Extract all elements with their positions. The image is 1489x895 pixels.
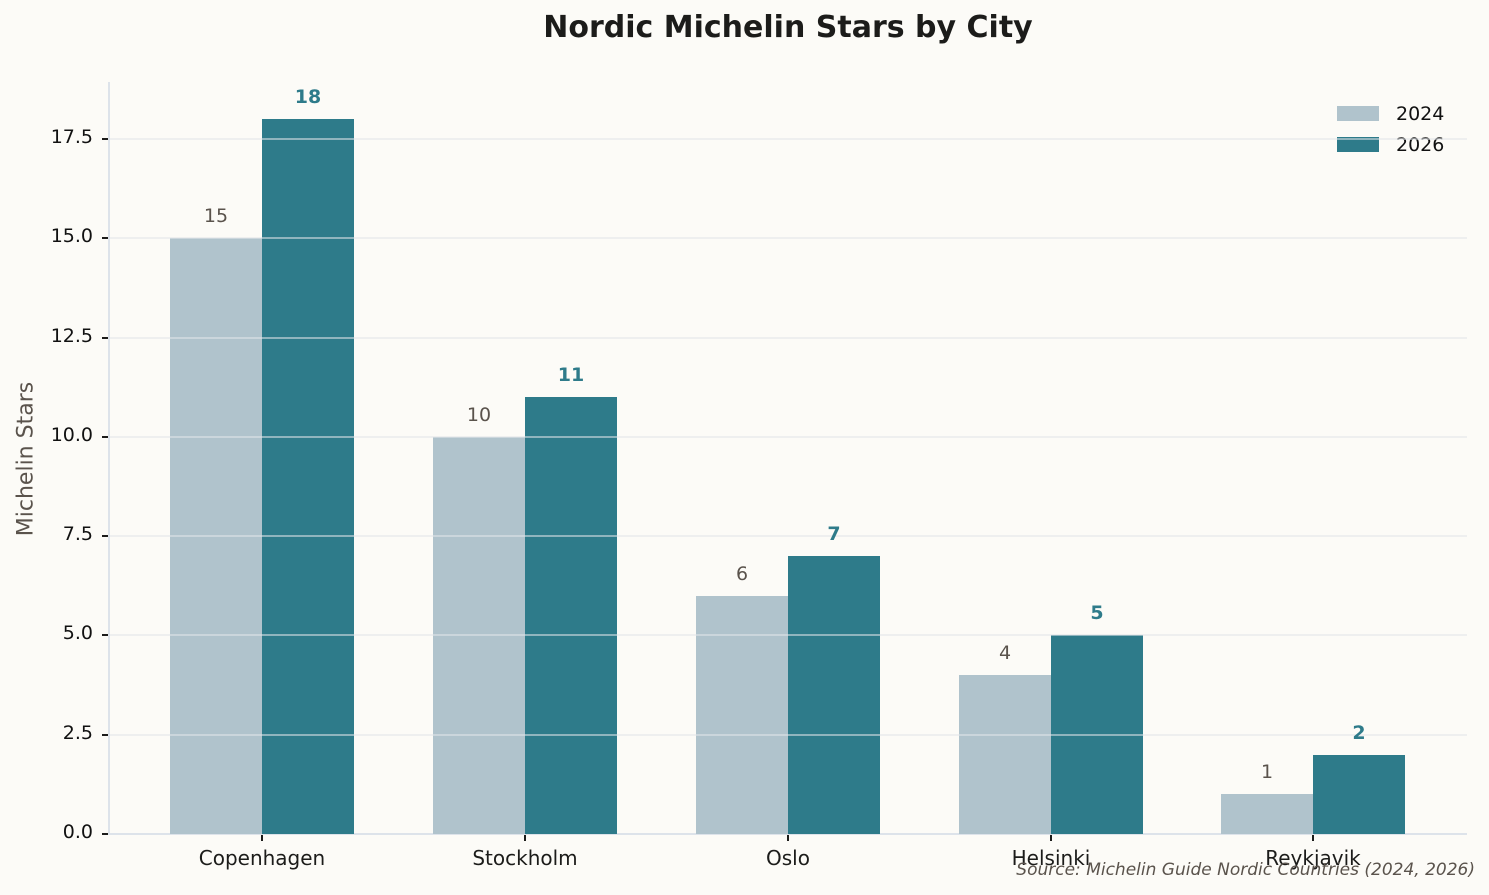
y-tick-mark (102, 336, 108, 339)
y-tick-label: 2.5 (62, 721, 93, 744)
x-tick-label: Copenhagen (198, 846, 326, 870)
legend: 2024 2026 (1337, 98, 1444, 160)
y-tick-mark (102, 535, 108, 538)
bar-copenhagen-2026 (262, 119, 354, 834)
bar-oslo-2024 (696, 595, 788, 834)
value-label: 11 (557, 364, 585, 387)
y-tick-mark (102, 634, 108, 637)
gridline (110, 138, 1467, 140)
value-label: 2 (1352, 721, 1366, 744)
y-tick-label: 12.5 (50, 324, 93, 347)
legend-label: 2024 (1396, 102, 1445, 125)
bar-helsinki-2024 (959, 675, 1051, 834)
x-tick-mark (1312, 835, 1314, 841)
gridline (110, 733, 1467, 736)
x-tick-label: Reykjavik (1265, 846, 1361, 870)
value-label: 1 (1260, 761, 1274, 784)
bar-stockholm-2026 (525, 397, 617, 834)
gridline (110, 435, 1467, 438)
legend-item-2026: 2026 (1337, 129, 1444, 160)
value-label: 10 (466, 403, 492, 426)
gridline (110, 237, 1467, 240)
value-label: 6 (735, 562, 749, 585)
x-tick-mark (261, 835, 263, 841)
bar-reykjavik-2024 (1221, 794, 1313, 834)
chart-title: Nordic Michelin Stars by City (543, 10, 1033, 45)
value-label: 18 (294, 86, 322, 109)
value-label: 15 (203, 205, 229, 228)
y-tick-label: 17.5 (50, 126, 93, 148)
legend-label: 2026 (1396, 133, 1445, 156)
bar-oslo-2026 (788, 556, 880, 834)
y-tick-label: 7.5 (62, 523, 93, 546)
source-note: Source: Michelin Guide Nordic Countries … (1016, 860, 1475, 880)
y-tick-label: 0.0 (62, 821, 93, 843)
x-axis-line (108, 833, 1467, 835)
legend-item-2024: 2024 (1337, 98, 1444, 129)
gridline (110, 535, 1467, 538)
x-tick-mark (524, 835, 526, 841)
y-tick-mark (102, 435, 108, 438)
plot-area: 0.0 2.5 5.0 7.5 10.0 12.5 15.0 17.5 15 18 Copenhag… (51, 82, 1467, 870)
y-tick-label: 15.0 (50, 225, 93, 248)
gridline (110, 336, 1467, 339)
x-tick-label: Oslo (766, 846, 810, 870)
value-label: 4 (998, 642, 1012, 665)
y-axis-title: Michelin Stars (13, 381, 39, 537)
y-tick-label: 5.0 (62, 622, 93, 645)
x-tick-mark (787, 835, 789, 841)
x-tick-label: Helsinki (1011, 846, 1091, 870)
y-tick-mark (102, 138, 108, 140)
value-label: 7 (827, 523, 841, 545)
bar-reykjavik-2026 (1313, 754, 1405, 834)
y-tick-mark (102, 237, 108, 240)
y-tick-mark (102, 833, 108, 835)
legend-swatch (1337, 137, 1379, 152)
x-tick-mark (1050, 835, 1052, 841)
y-tick-label: 10.0 (50, 423, 93, 446)
y-axis-line (108, 82, 110, 834)
legend-swatch (1337, 106, 1379, 121)
x-tick-label: Stockholm (472, 846, 578, 870)
value-label: 5 (1090, 602, 1104, 625)
gridline (110, 634, 1467, 637)
y-tick-mark (102, 733, 108, 736)
